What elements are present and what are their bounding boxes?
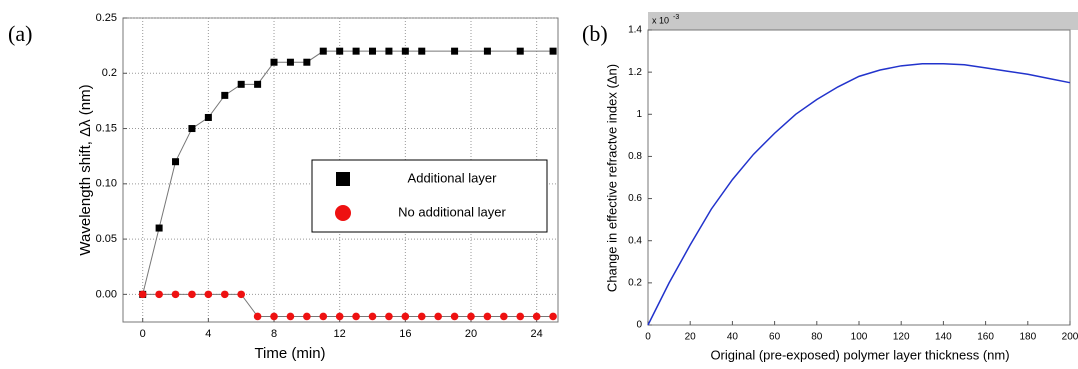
legend-label: Additional layer [408, 170, 498, 185]
marker [335, 312, 344, 321]
y-tick-label: 0.00 [96, 288, 117, 300]
marker [467, 312, 475, 321]
legend [311, 159, 548, 233]
x-tick-label: 12 [334, 328, 346, 340]
y-tick-label: 0.4 [628, 235, 642, 246]
marker [220, 290, 229, 299]
y-tick-label: 0.15 [96, 122, 117, 134]
y-axis-label: Change in effective refractve index (Δn) [604, 64, 619, 292]
series-line [142, 50, 554, 295]
marker [188, 125, 196, 133]
x-tick-label: 60 [769, 332, 781, 343]
legend-label: No additional layer [398, 204, 506, 219]
x-tick-label: 20 [685, 332, 697, 343]
marker [401, 312, 410, 321]
series-line [647, 62, 1071, 326]
marker [368, 312, 377, 321]
marker [270, 58, 278, 66]
x-axis-label: Original (pre-exposed) polymer layer thi… [710, 347, 1009, 362]
y-axis-label: Wavelength shift, Δλ (nm) [77, 84, 94, 255]
marker [319, 312, 328, 321]
y-tick-label: 0.2 [628, 277, 642, 288]
y-tick-label: 0.8 [628, 151, 642, 162]
marker [434, 312, 442, 321]
x-tick-label: 200 [1062, 332, 1078, 343]
x-tick-label: 140 [935, 332, 952, 343]
marker [549, 47, 557, 55]
x-tick-label: 0 [645, 332, 651, 343]
plot-area [647, 29, 1071, 326]
marker [221, 91, 229, 99]
y-tick-label: 1.2 [628, 67, 642, 78]
y-tick-label: 0.10 [96, 178, 117, 190]
panel-label: (b) [582, 21, 608, 46]
x-tick-label: 120 [893, 332, 910, 343]
y-tick-label: 0 [636, 320, 642, 331]
x-tick-label: 80 [811, 332, 823, 343]
marker [171, 290, 180, 299]
marker [516, 312, 525, 321]
marker [369, 47, 377, 55]
marker [286, 58, 294, 66]
x-tick-label: 24 [531, 328, 543, 340]
legend-swatch [336, 172, 350, 186]
x-tick-label: 20 [465, 328, 477, 340]
marker [352, 312, 360, 321]
x-tick-label: 40 [727, 332, 739, 343]
marker [451, 47, 459, 55]
marker [303, 58, 311, 66]
marker [253, 312, 262, 321]
marker [155, 224, 163, 232]
marker [500, 312, 508, 321]
marker [204, 113, 212, 121]
x-tick-label: 16 [399, 328, 411, 340]
marker [516, 47, 524, 55]
marker [417, 312, 426, 321]
marker [254, 80, 262, 88]
marker [418, 47, 426, 55]
marker [138, 290, 147, 299]
marker [352, 47, 360, 55]
marker [532, 312, 541, 321]
marker [385, 312, 393, 321]
panel-label: (a) [8, 21, 32, 46]
marker [237, 80, 245, 88]
marker [401, 47, 409, 55]
marker [303, 312, 311, 321]
x-tick-label: 160 [977, 332, 994, 343]
marker [549, 312, 557, 321]
marker [237, 290, 245, 299]
x-tick-label: 8 [271, 328, 277, 340]
x-tick-label: 4 [205, 328, 211, 340]
y-tick-label: 1.4 [628, 25, 642, 36]
y-tick-label: 0.05 [96, 233, 117, 245]
y-tick-label: 0.6 [628, 193, 642, 204]
marker [385, 47, 393, 55]
legend-swatch [335, 205, 351, 221]
x-axis-label: Time (min) [254, 345, 325, 362]
x-tick-label: 100 [851, 332, 868, 343]
multiplier-exponent: -3 [673, 14, 679, 21]
marker [172, 158, 180, 166]
y-tick-label: 1 [636, 109, 642, 120]
marker [270, 312, 278, 321]
y-tick-label: 0.2 [102, 67, 117, 79]
marker [204, 290, 213, 299]
marker [155, 290, 163, 299]
marker [483, 47, 491, 55]
marker [483, 312, 492, 321]
marker [450, 312, 459, 321]
x-tick-label: 180 [1019, 332, 1036, 343]
x-tick-label: 0 [140, 328, 146, 340]
marker [319, 47, 327, 55]
plot-header [648, 12, 1078, 30]
y-tick-label: 0.25 [96, 12, 117, 24]
marker [336, 47, 344, 55]
marker [286, 312, 295, 321]
multiplier: x 10 [652, 15, 669, 25]
marker [188, 290, 196, 299]
